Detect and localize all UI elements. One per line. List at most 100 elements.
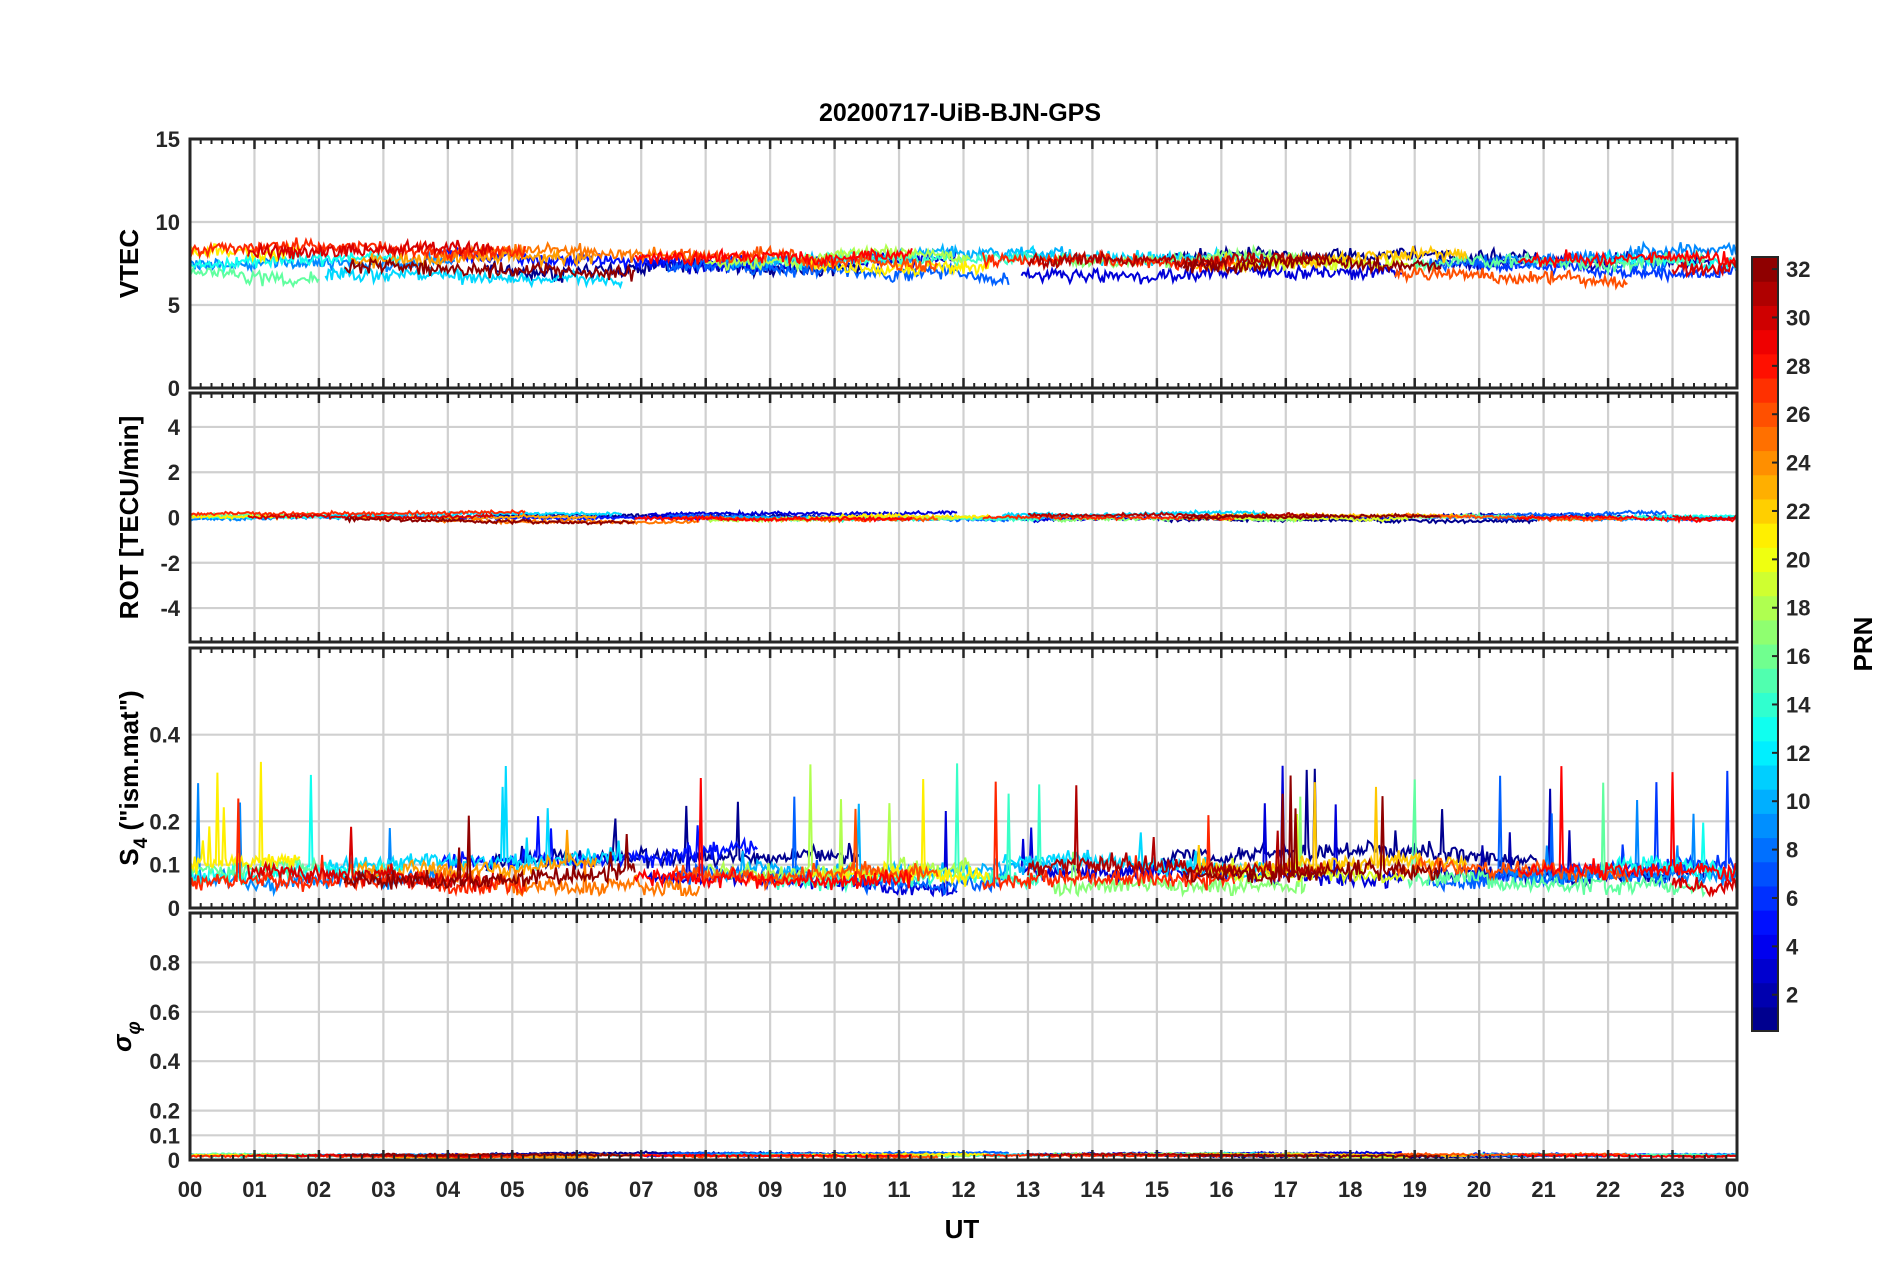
x-tick-label: 21 [1531, 1177, 1555, 1202]
panel-rot: -4 -2 0 2 4 ROT [TECU/min] [114, 391, 1739, 644]
series-group-rot [190, 508, 1737, 526]
colorbar-swatch [1752, 910, 1778, 935]
series-prn-23 [247, 237, 494, 262]
x-tick-label: 10 [822, 1177, 846, 1202]
y-tick-label: 0.4 [149, 1049, 180, 1074]
series-prn-16 [190, 761, 301, 875]
colorbar-tick-label: 2 [1786, 983, 1798, 1008]
series-prn-22 [1516, 766, 1737, 882]
colorbar-frame [1751, 256, 1779, 1032]
colorbar-swatch [1752, 813, 1778, 839]
y-tick-label: 10 [156, 210, 180, 235]
colorbar-swatch [1752, 474, 1778, 500]
chart-title: 20200717-UiB-BJN-GPS [819, 99, 1101, 127]
colorbar-swatch [1752, 571, 1778, 597]
x-tick-label: 12 [951, 1177, 975, 1202]
series-prn-24 [1027, 248, 1326, 272]
y-tick-label: 0 [168, 376, 180, 401]
y-tick-label: 0.2 [149, 809, 180, 834]
series-prn-1 [1162, 768, 1539, 869]
x-tick-label: 05 [500, 1177, 524, 1202]
series-group-s4 [190, 761, 1737, 898]
colorbar-tick-label: 12 [1786, 741, 1810, 766]
colorbar-tick-label: 24 [1786, 451, 1811, 476]
x-tick-label: 11 [887, 1177, 910, 1202]
colorbar-tick-label: 28 [1786, 354, 1810, 379]
minor-ticks [199, 139, 1728, 388]
x-tick-label: 17 [1274, 1177, 1298, 1202]
series-prn-21 [982, 513, 1235, 522]
y-tick-label: 15 [156, 127, 180, 152]
colorbar-tick-label: 22 [1786, 499, 1810, 524]
panel-s4: 0 0.1 0.2 0.4S4 ("ism.mat") [114, 646, 1739, 921]
colorbar-swatch [1752, 861, 1778, 887]
y-axis-label-s4: S4 ("ism.mat") [114, 690, 152, 865]
colorbar-swatch [1752, 764, 1778, 790]
series-prn-25 [344, 516, 636, 526]
x-tick-label: 09 [758, 1177, 782, 1202]
y-tick-label: 4 [168, 415, 181, 440]
series-prn-25 [1182, 512, 1441, 522]
series-prn-25 [344, 256, 635, 282]
series-prn-23 [1671, 876, 1737, 898]
colorbar-swatch [1752, 426, 1778, 452]
colorbar-tick-label: 32 [1786, 257, 1810, 282]
y-axis-label-sigma_phi: σφ [107, 1021, 145, 1052]
series-prn-16 [808, 257, 991, 279]
series-prn-22 [1517, 248, 1737, 268]
x-axis: 00 01 02 03 04 05 06 07 08 09 10 11 12 13 14 15 16 17 18 19… [178, 1177, 1749, 1202]
series-group-vtec [190, 236, 1737, 291]
colorbar-tick-label: 30 [1786, 305, 1810, 330]
series-prn-24 [1027, 785, 1326, 884]
colorbar-tick-label: 4 [1786, 934, 1799, 959]
colorbar-swatch [1752, 619, 1778, 645]
colorbar-tick-label: 6 [1786, 886, 1798, 911]
series-prn-25 [344, 1152, 636, 1158]
colorbar-swatch [1752, 329, 1778, 355]
colorbar-tick-label: 8 [1786, 838, 1798, 863]
y-tick-label: 0.1 [149, 853, 180, 878]
x-axis-label: UT [945, 1214, 980, 1244]
series-prn-20 [1394, 263, 1628, 291]
minor-ticks [199, 648, 1728, 908]
x-tick-label: 22 [1596, 1177, 1620, 1202]
x-tick-label: 07 [629, 1177, 653, 1202]
y-tick-label: 0.6 [149, 1000, 180, 1025]
y-tick-label: -4 [160, 596, 180, 621]
series-prn-21 [190, 508, 526, 518]
colorbar-tick-label: 10 [1786, 789, 1810, 814]
colorbar-swatch [1752, 668, 1778, 693]
colorbar-tick-label: 26 [1786, 402, 1810, 427]
colorbar-tick-label: 16 [1786, 644, 1810, 669]
x-tick-label: 14 [1080, 1177, 1105, 1202]
y-tick-label: 0.4 [149, 723, 180, 748]
series-prn-25 [1182, 775, 1442, 886]
series-prn-25 [1182, 1153, 1441, 1159]
series-prn-23 [1671, 260, 1737, 279]
x-tick-label: 01 [242, 1177, 266, 1202]
series-prn-19 [434, 859, 701, 898]
series-prn-3 [647, 509, 958, 519]
series-prn-14 [704, 242, 971, 273]
series-prn-12 [1407, 779, 1706, 898]
series-prn-25 [343, 815, 636, 891]
series-prn-6 [666, 1150, 1010, 1156]
series-prn-22 [634, 247, 913, 269]
series-prn-22 [633, 777, 913, 891]
major-ticks [188, 913, 1739, 1160]
x-tick-label: 00 [1725, 1177, 1749, 1202]
major-ticks [188, 648, 1739, 908]
y-tick-label: 0.2 [149, 1099, 180, 1124]
series-prn-22 [1517, 514, 1737, 524]
y-tick-label: 0 [168, 1148, 180, 1173]
series-prn-19 [434, 518, 700, 526]
x-tick-label: 06 [565, 1177, 589, 1202]
x-tick-label: 16 [1209, 1177, 1233, 1202]
series-prn-25 [1182, 251, 1442, 276]
colorbar-swatch [1752, 958, 1778, 984]
x-tick-label: 04 [436, 1177, 461, 1202]
series-prn-19 [433, 241, 701, 265]
